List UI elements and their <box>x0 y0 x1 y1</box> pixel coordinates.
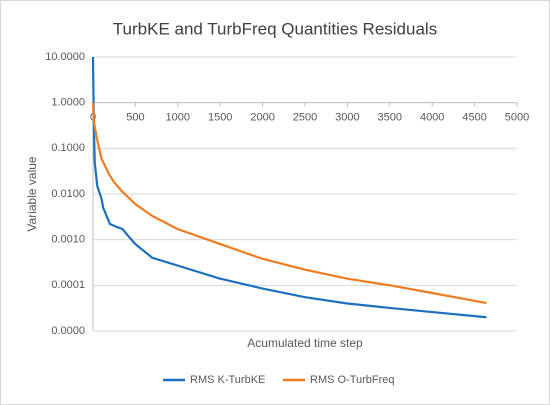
y-tick-label: 0.0010 <box>51 234 85 246</box>
legend-label: RMS K-TurbKE <box>190 374 265 386</box>
y-tick-label: 0.0001 <box>51 279 85 291</box>
x-tick-label: 3000 <box>335 112 359 124</box>
y-tick-label: 10.0000 <box>45 51 85 63</box>
x-tick-label: 1000 <box>166 112 190 124</box>
y-tick-label: 0.0100 <box>51 188 85 200</box>
x-tick-label: 1500 <box>208 112 232 124</box>
y-tick-label: 1.0000 <box>51 97 85 109</box>
series-line <box>91 102 487 305</box>
x-tick-label: 3500 <box>378 112 402 124</box>
x-tick-label: 4000 <box>420 112 444 124</box>
x-tick-label: 2000 <box>250 112 274 124</box>
x-tick-label: 500 <box>126 112 144 124</box>
y-tick-label: 0.0000 <box>51 325 85 337</box>
chart-title: TurbKE and TurbFreq Quantities Residuals <box>113 19 437 38</box>
x-axis-title: Acumulated time step <box>247 336 363 350</box>
y-tick-label: 0.1000 <box>51 142 85 154</box>
legend-label: RMS O-TurbFreq <box>310 374 395 386</box>
y-axis-title: Variable value <box>25 156 39 231</box>
x-tick-label: 5000 <box>505 112 529 124</box>
x-tick-label: 2500 <box>293 112 317 124</box>
x-tick-label: 4500 <box>462 112 486 124</box>
series-line <box>91 56 487 319</box>
